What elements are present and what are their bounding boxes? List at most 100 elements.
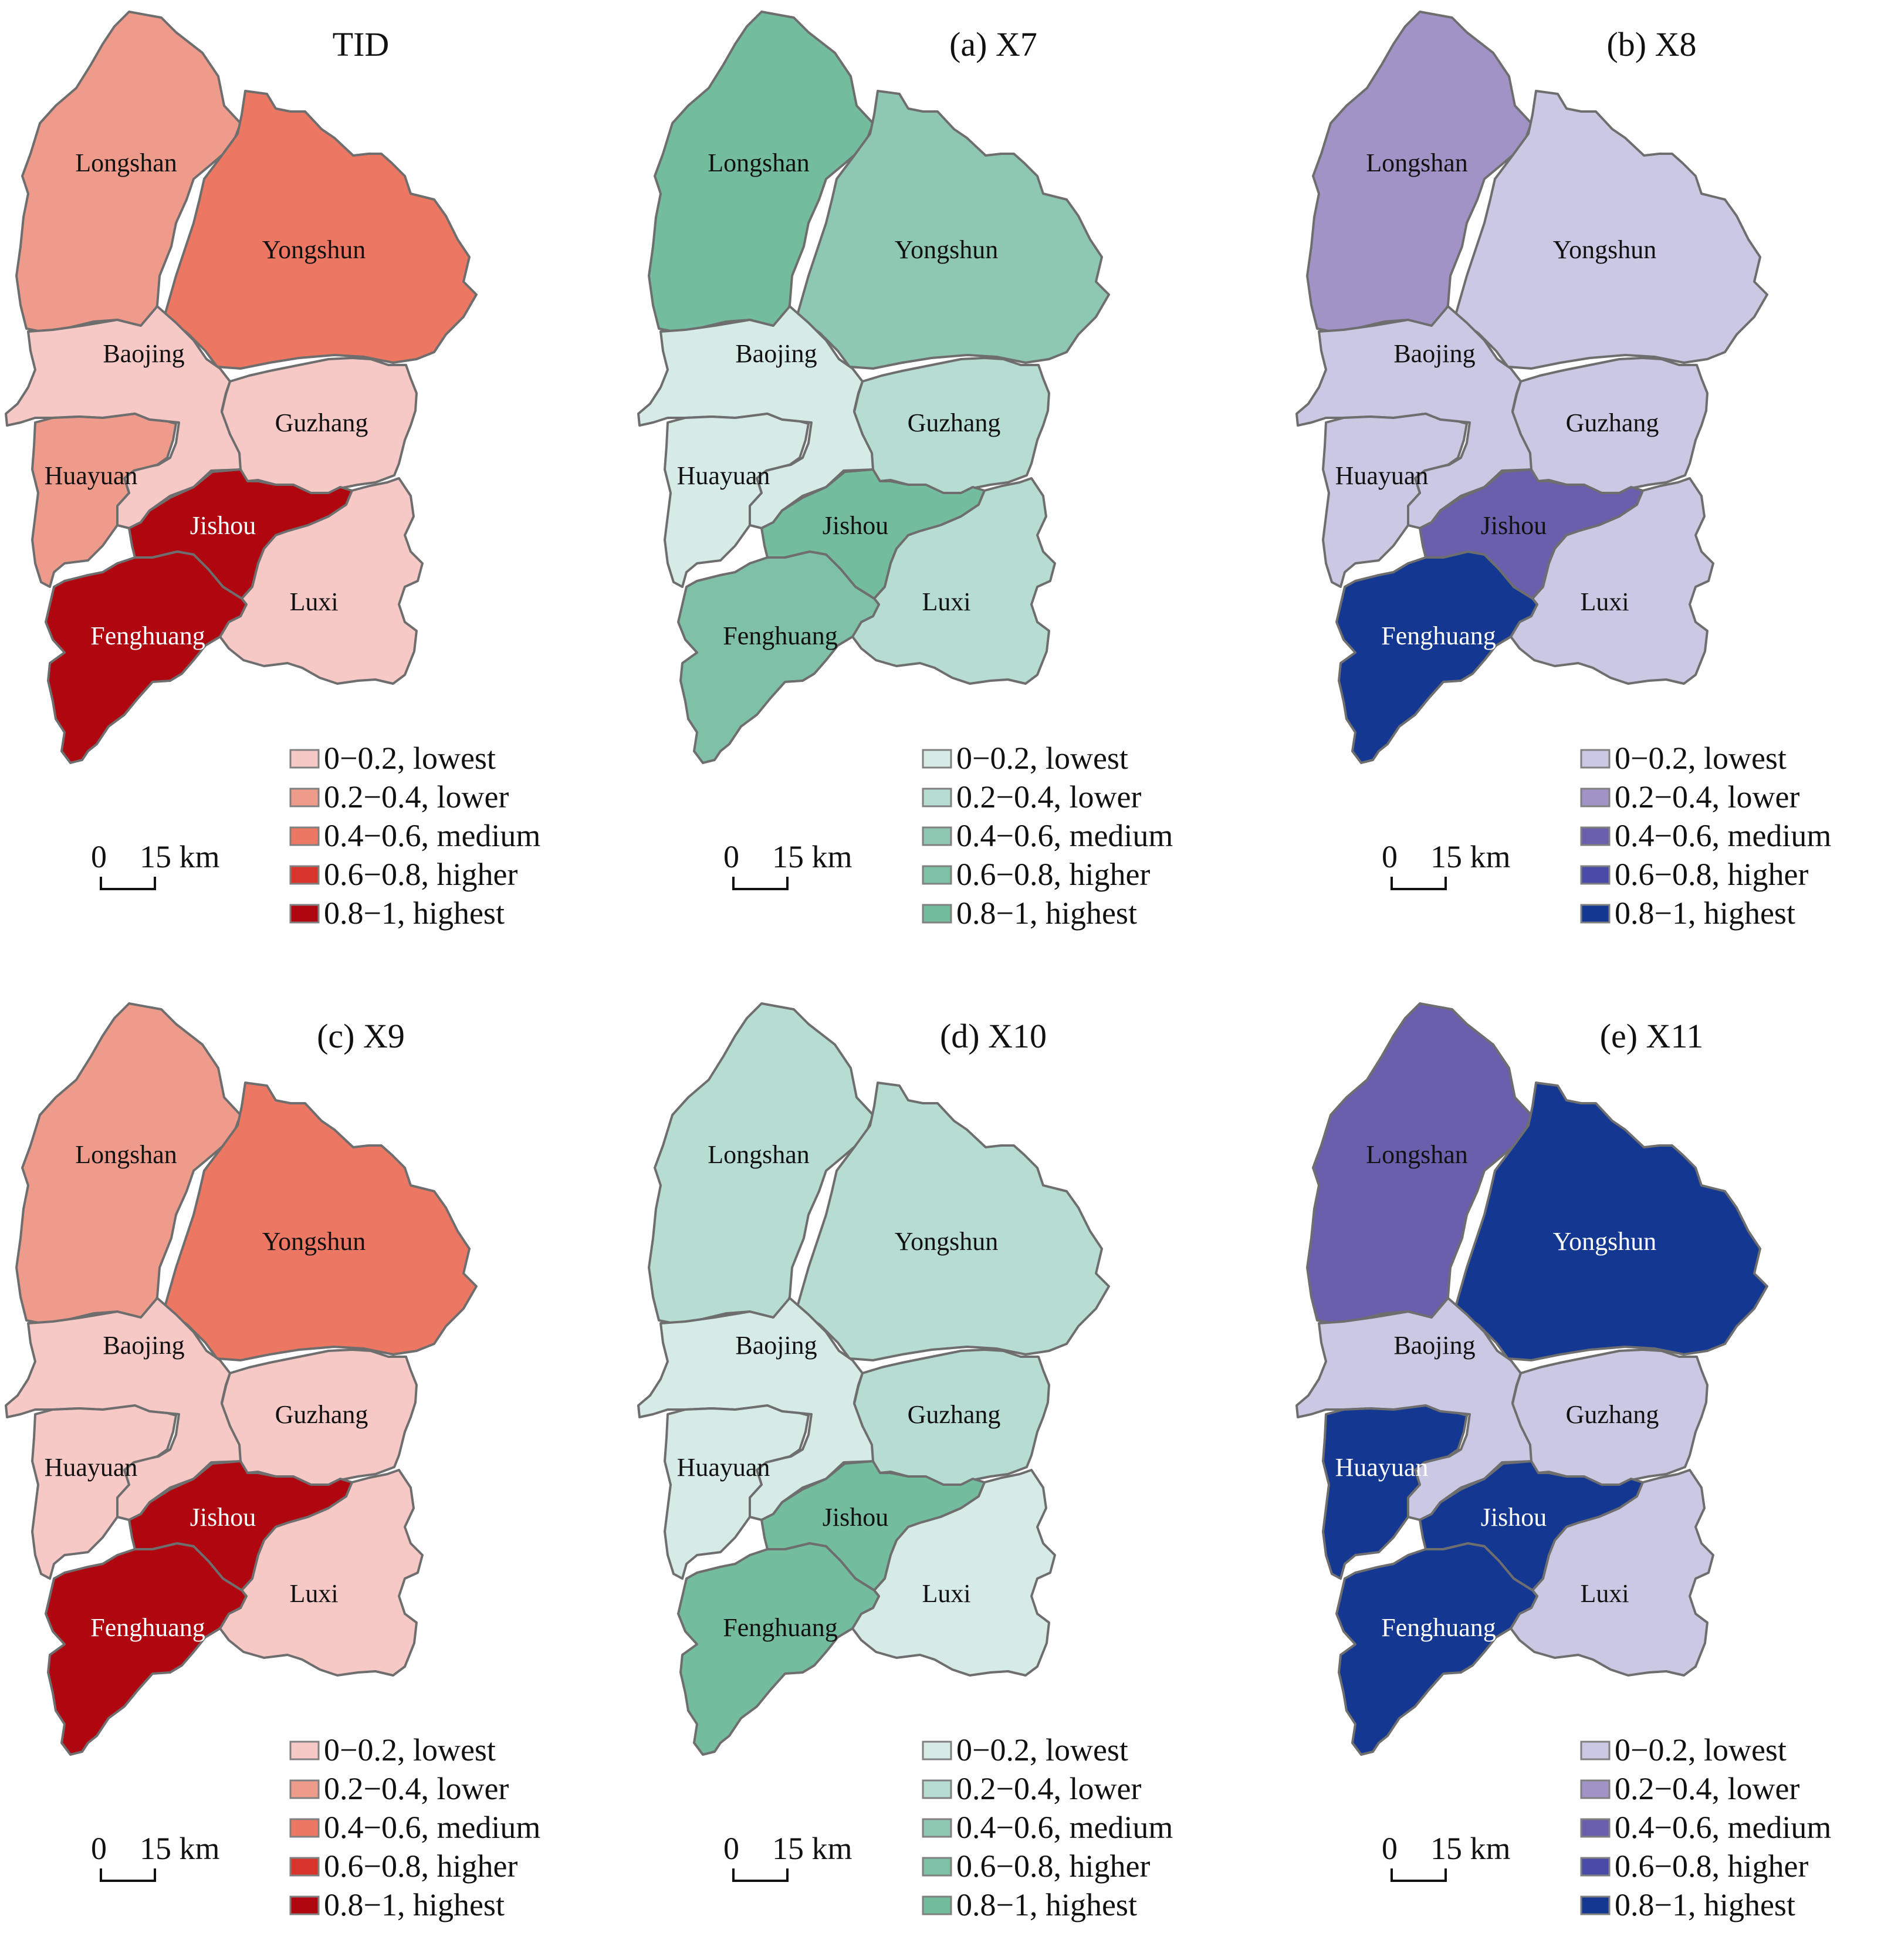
region-label: Yongshun: [1553, 235, 1657, 264]
region-luxi: [851, 1469, 1056, 1677]
legend-label: 0.4−0.6, medium: [956, 818, 1173, 853]
panel-title: (d) X10: [940, 1017, 1047, 1055]
region-luxi: [219, 477, 424, 685]
scale-line: [1391, 1868, 1447, 1882]
legend-label: 0.8−1, highest: [956, 895, 1137, 931]
panel-title: (b) X8: [1606, 25, 1696, 63]
region-yongshun: [796, 90, 1110, 370]
legend-swatch: [1580, 1895, 1611, 1915]
legend-swatch: [922, 749, 952, 769]
legend-swatch: [289, 788, 320, 807]
legend-label: 0.2−0.4, lower: [1615, 1771, 1799, 1806]
legend-label: 0.8−1, highest: [324, 1887, 505, 1922]
region-group: [5, 11, 478, 764]
region-label: Huayuan: [1335, 1453, 1429, 1482]
region-label: Fenghuang: [723, 1613, 838, 1642]
scale-start-label: 0: [91, 839, 107, 874]
region-fenghuang: [1335, 1542, 1538, 1756]
region-label: Baojing: [1393, 1331, 1475, 1360]
region-fenghuang: [45, 1542, 248, 1756]
region-label: Yongshun: [1553, 1227, 1657, 1256]
scale-end-label: 15 km: [140, 839, 220, 874]
region-label: Baojing: [103, 339, 184, 368]
region-luxi: [219, 1469, 424, 1677]
scale-end-label: 15 km: [1430, 839, 1511, 874]
region-label: Jishou: [823, 511, 888, 540]
region-label: Jishou: [823, 1503, 888, 1532]
region-label: Luxi: [922, 587, 970, 616]
legend-swatch: [289, 1741, 320, 1760]
legend-swatch: [922, 1779, 952, 1799]
region-label: Jishou: [190, 511, 256, 540]
region-label: Longshan: [1366, 1140, 1468, 1169]
legend-swatch: [922, 865, 952, 885]
legend-label: 0.2−0.4, lower: [324, 1771, 509, 1806]
legend-label: 0−0.2, lowest: [956, 1732, 1128, 1768]
legend-swatch: [1580, 904, 1611, 924]
region-yongshun: [1454, 90, 1768, 370]
region-label: Jishou: [1481, 1503, 1547, 1532]
region-label: Jishou: [1481, 511, 1547, 540]
map-panel: Longshan Yongshun Baojing Guzhang Huayuan Jis…: [632, 0, 1254, 968]
legend-swatch: [1580, 1741, 1611, 1760]
region-label: Guzhang: [908, 408, 1001, 437]
legend-swatch: [1580, 1857, 1611, 1877]
choropleth-map: Longshan Yongshun Baojing Guzhang Huayuan Jis…: [5, 1002, 540, 1922]
legend-swatch: [289, 904, 320, 924]
region-label: Guzhang: [275, 1400, 368, 1429]
legend-label: 0.2−0.4, lower: [956, 1771, 1141, 1806]
legend-label: 0.8−1, highest: [1615, 1887, 1795, 1922]
choropleth-map: Longshan Yongshun Baojing Guzhang Huayuan Jis…: [637, 11, 1173, 931]
region-huayuan: [664, 413, 810, 588]
region-luxi: [1510, 1469, 1714, 1677]
legend-swatch: [289, 826, 320, 846]
region-label: Huayuan: [677, 461, 770, 490]
region-fenghuang: [45, 550, 248, 764]
region-label: Guzhang: [908, 1400, 1001, 1429]
legend-swatch: [289, 749, 320, 769]
region-group: [5, 1002, 478, 1756]
legend-swatch: [922, 904, 952, 924]
scale-bar: 0 15 km: [723, 1831, 852, 1882]
region-label: Huayuan: [1335, 461, 1429, 490]
scale-start-label: 0: [1382, 1831, 1398, 1866]
legend-label: 0.6−0.8, higher: [324, 1849, 517, 1884]
region-label: Longshan: [75, 148, 177, 177]
legend-label: 0.4−0.6, medium: [1615, 818, 1831, 853]
scale-bar: 0 15 km: [1382, 839, 1511, 890]
scale-line: [732, 877, 789, 890]
scale-bar: 0 15 km: [723, 839, 852, 890]
map-panel: Longshan Yongshun Baojing Guzhang Huayuan Jis…: [1291, 0, 1881, 968]
region-huayuan: [31, 1404, 177, 1580]
region-huayuan: [1322, 413, 1468, 588]
legend-label: 0−0.2, lowest: [1615, 741, 1787, 776]
scale-end-label: 15 km: [140, 1831, 220, 1866]
region-group: [637, 1002, 1110, 1756]
legend-swatch: [1580, 749, 1611, 769]
map-panel: Longshan Yongshun Baojing Guzhang Huayuan Jis…: [0, 992, 622, 1960]
region-group: [637, 11, 1110, 764]
region-fenghuang: [677, 550, 880, 764]
region-label: Longshan: [708, 148, 810, 177]
region-huayuan: [1322, 1404, 1468, 1580]
legend-swatch: [1580, 1779, 1611, 1799]
region-luxi: [851, 477, 1056, 685]
region-huayuan: [31, 413, 177, 588]
legend-label: 0.4−0.6, medium: [956, 1810, 1173, 1845]
legend-label: 0−0.2, lowest: [324, 741, 496, 776]
region-label: Guzhang: [1566, 1400, 1659, 1429]
region-group: [1295, 11, 1768, 764]
map-panel: Longshan Yongshun Baojing Guzhang Huayuan Jis…: [0, 0, 622, 968]
region-label: Jishou: [190, 1503, 256, 1532]
legend-swatch: [1580, 865, 1611, 885]
legend-label: 0.8−1, highest: [956, 1887, 1137, 1922]
legend-swatch: [922, 1741, 952, 1760]
scale-start-label: 0: [723, 1831, 739, 1866]
legend-swatch: [289, 1818, 320, 1838]
legend-label: 0.6−0.8, higher: [324, 857, 517, 892]
region-fenghuang: [1335, 550, 1538, 764]
